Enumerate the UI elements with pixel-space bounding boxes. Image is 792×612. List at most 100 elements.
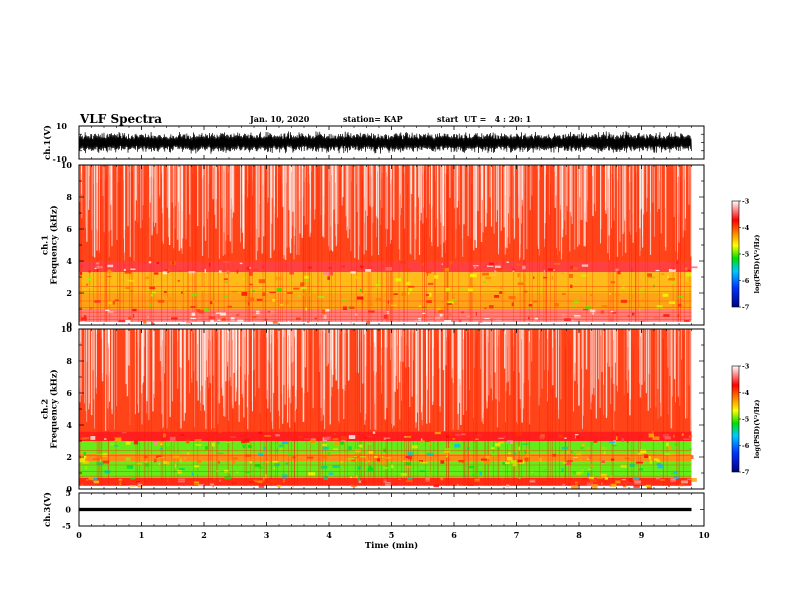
ch2-spectrogram-band-speckle [209, 482, 214, 486]
ch1-spectrogram-band-speckle [679, 262, 685, 264]
ch2-spectrogram-noise-streak [523, 329, 525, 384]
ch1-spectrogram-band-speckle [433, 275, 439, 279]
ch1-spectrogram-band-speckle [528, 307, 531, 309]
ch2-spectrogram-noise-streak [327, 329, 329, 364]
ch1-spectrogram-band-speckle [163, 290, 167, 293]
ch2-spectrogram-noise-streak [528, 329, 531, 425]
ch1-spectrogram-band-speckle [169, 317, 172, 321]
ch1-spectrogram-noise-streak [163, 165, 164, 244]
ch2-spectrogram-band-speckle [433, 484, 439, 488]
ch1-spectrogram-noise-streak [371, 165, 373, 256]
ch2-spectrogram-band-speckle [340, 440, 346, 443]
ch1-spectrogram-noise-streak [422, 165, 424, 224]
ch1-spectrogram-band-speckle [367, 302, 373, 306]
ch1-spectrogram-noise-streak [324, 165, 325, 215]
ch2-spectrogram-noise-streak [235, 329, 237, 388]
ch2-spectrogram-band-speckle [248, 481, 255, 484]
ch2-spectrogram-noise-streak [137, 329, 140, 413]
ch2-spectrogram-band-speckle [224, 450, 227, 453]
ch1-spectrogram-sferic [188, 185, 189, 322]
ch1-spectrogram-band-speckle [94, 300, 101, 303]
ch1-spectrogram-noise-streak [554, 165, 556, 208]
ch1-spectrogram-noise-streak [584, 165, 586, 213]
ch1-spectrogram-sferic [192, 174, 193, 322]
ch2-spectrogram-band-speckle [217, 452, 224, 454]
figure-title: VLF Spectra [80, 112, 163, 126]
ch1-spectrogram-band-speckle [276, 287, 282, 292]
ch2-spectrogram-band-speckle [504, 461, 510, 464]
ch2-spectrogram-noise-streak [344, 329, 346, 385]
ch1-spectrogram-sferic [249, 165, 250, 322]
ch1-spectrogram-band-speckle [426, 300, 432, 303]
ch2-spectrogram-band-speckle [474, 432, 477, 434]
ch1-spectrogram-sferic [167, 167, 168, 322]
ch2-spectrogram-band-speckle [500, 478, 504, 481]
ch1-spectrogram-band-speckle [422, 261, 424, 266]
ch2-spectrogram-noise-streak [284, 329, 286, 405]
ch1-spectrogram-band-speckle [375, 283, 381, 288]
ch2-spectrogram-band-speckle [578, 438, 586, 441]
ch2-spectrogram-band-speckle [306, 456, 314, 459]
ch2-spectrogram-sferic [217, 333, 219, 486]
ch1-spectrogram-noise-streak [619, 165, 621, 242]
ch2-spectrogram-noise-streak [626, 329, 628, 381]
ch2-spectrogram-band-speckle [402, 460, 407, 462]
ch2-spectrogram-band-speckle [224, 476, 232, 480]
ch1-spectrogram-band-speckle [272, 314, 279, 317]
ch2-spectrogram-noise-streak [253, 329, 255, 370]
ch1-spectrogram-band-speckle [304, 275, 309, 279]
ch2-spectrogram-band-speckle [647, 432, 654, 435]
ch2-spectrogram-noise-streak [610, 329, 612, 404]
ch1-spectrogram-sferic [386, 176, 388, 322]
ch2-spectrogram-noise-streak [281, 329, 283, 394]
ch2-spectrogram-sferic [539, 339, 540, 486]
ch1-spectrogram-band-speckle [552, 269, 555, 271]
ch2-spectrogram-band-speckle [471, 473, 478, 477]
ch1-spectrogram-band-speckle [610, 281, 615, 284]
ch2-spectrogram-noise-streak [488, 329, 490, 396]
ch1-spectrogram-noise-streak [519, 165, 521, 258]
ch2-spectrogram-noise-streak [519, 329, 521, 400]
ch2-spectrogram-band-speckle [634, 480, 641, 485]
ch1-spectrogram-noise-streak [526, 165, 528, 250]
ch1-spectrogram-band-speckle [355, 313, 358, 316]
ch2-spectrogram-band-speckle [156, 455, 162, 458]
ch1-spectrogram-colorbar-tick-label: -4 [742, 224, 750, 232]
ch2-spectrogram-band-speckle [639, 468, 643, 471]
ch1-spectrogram-band-speckle [170, 317, 178, 320]
ch1-spectrogram-band-speckle [241, 292, 248, 296]
ch1-spectrogram-band-speckle [583, 308, 588, 311]
ch2-spectrogram-band-speckle [359, 456, 366, 458]
ch1-spectrogram-band-speckle [149, 303, 152, 307]
ch2-spectrogram-noise-streak [660, 329, 661, 403]
ch2-spectrogram-band-speckle [591, 485, 598, 489]
ch1-spectrogram-noise-streak [308, 165, 311, 237]
ch1-spectrogram-colorbar-tick-label: -6 [742, 277, 750, 285]
ch2-spectrogram-noise-streak [608, 329, 610, 367]
ch1-spectrogram-noise-streak [225, 165, 227, 241]
ch2-spectrogram-noise-streak [266, 329, 268, 391]
ch2-spectrogram-noise-streak [356, 329, 357, 373]
ch2-spectrogram-noise-streak [612, 329, 615, 384]
ch2-spectrogram-band-speckle [572, 471, 577, 475]
ch2-spectrogram-band-speckle [602, 437, 604, 439]
ch2-spectrogram-band-speckle [334, 442, 341, 446]
ch1-spectrogram-band-speckle [436, 306, 441, 311]
ch2-spectrogram-band-speckle [483, 460, 491, 464]
ch1-spectrogram-band-speckle [272, 299, 276, 302]
ch2-spectrogram-noise-streak [232, 329, 234, 409]
ch1-spectrogram-band-speckle [191, 312, 196, 317]
ch1-spectrogram-band-speckle [186, 290, 191, 292]
ch1-spectrogram-band-speckle [450, 298, 457, 302]
ch2-spectrogram-noise-streak [360, 329, 361, 413]
ch1-spectrogram-sferic [370, 176, 372, 322]
ch1-spectrogram-noise-streak [690, 165, 693, 257]
ch1-spectrogram-noise-streak [331, 165, 334, 252]
ch2-spectrogram-band-speckle [232, 460, 236, 464]
ch2-spectrogram-sferic [519, 330, 520, 486]
ch2-spectrogram-noise-streak [164, 329, 166, 374]
ch1-spectrogram-noise-streak [613, 165, 615, 221]
ch1-spectrogram-noise-streak [218, 165, 220, 259]
ch2-spectrogram-sferic [391, 348, 393, 486]
ch2-spectrogram-band-speckle [507, 452, 512, 454]
